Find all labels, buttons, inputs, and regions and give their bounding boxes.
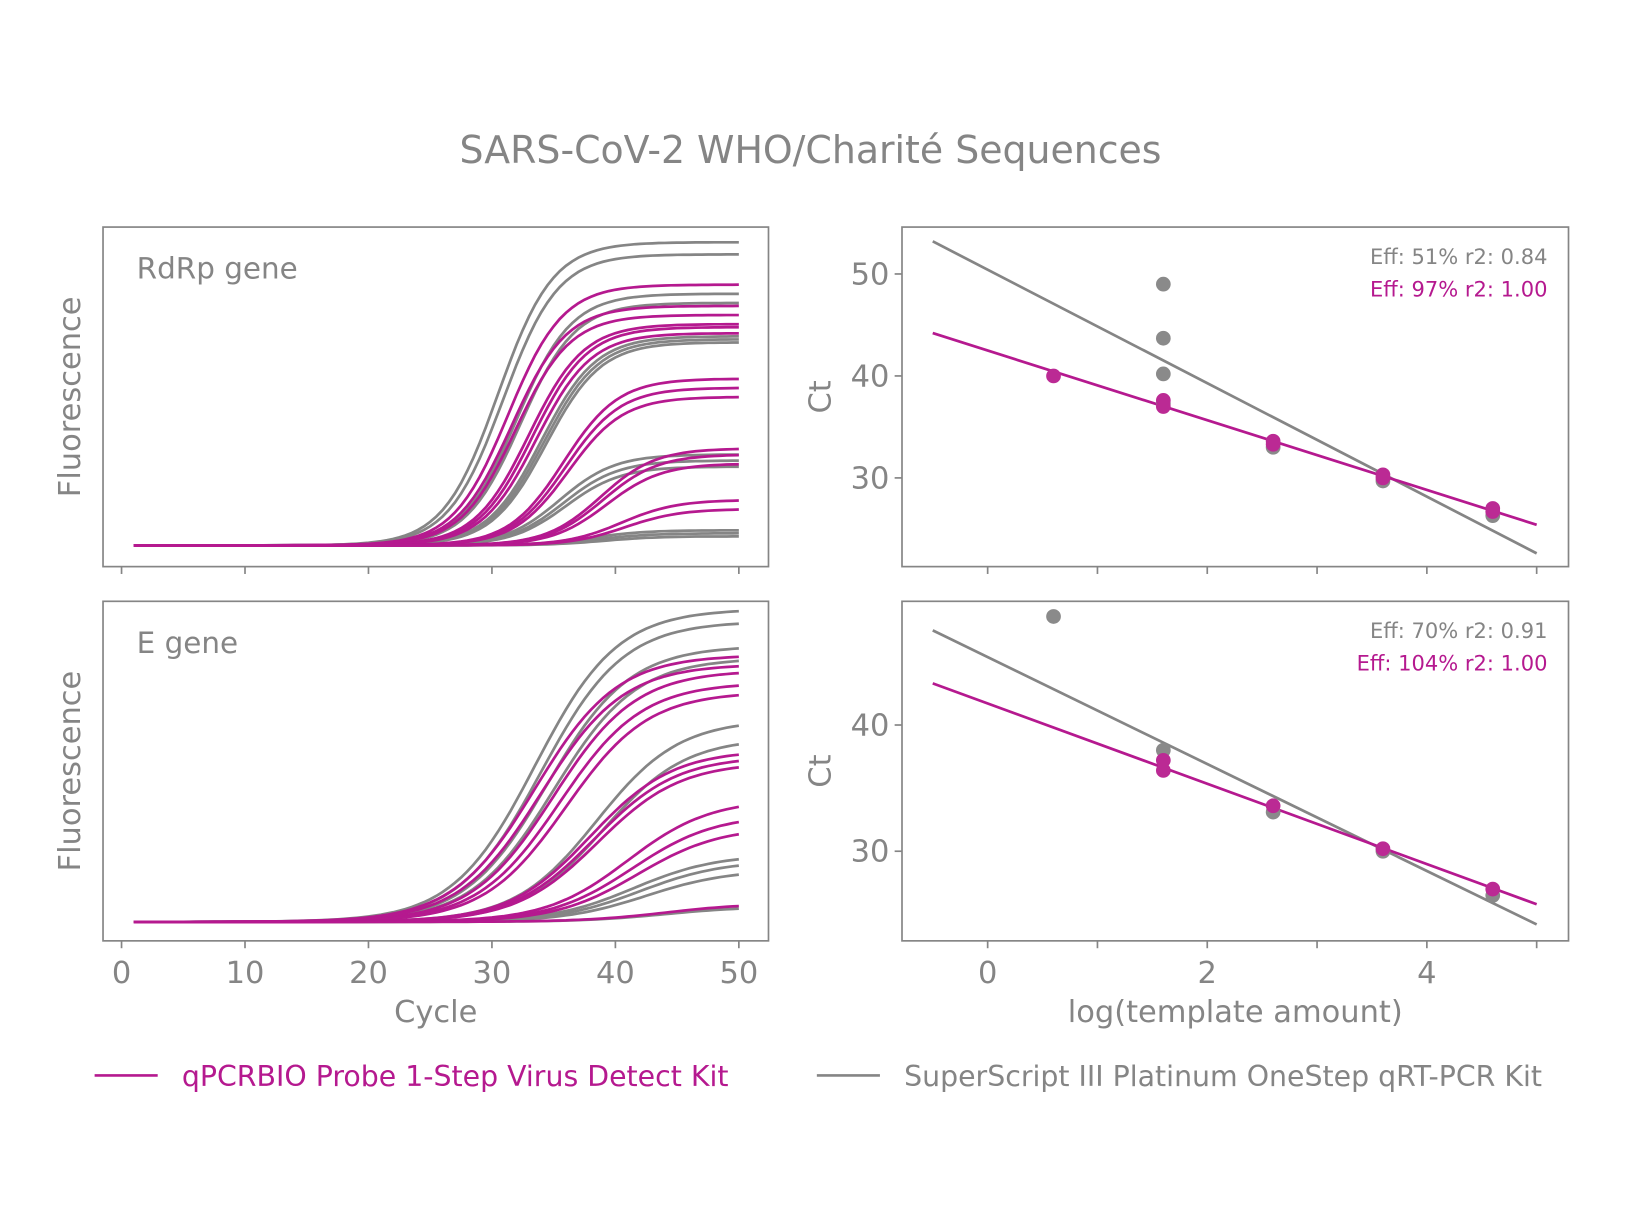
panel-3: Eff: 70% r2: 0.91 Eff: 104% r2: 1.00 0 2 4 30… bbox=[804, 600, 1570, 1030]
y-axis-label: Fluorescence bbox=[53, 296, 88, 497]
data-point-qpcrbio bbox=[1265, 798, 1281, 814]
chart-title: SARS-CoV-2 WHO/Charité Sequences bbox=[460, 128, 1162, 172]
data-point-qpcrbio bbox=[1485, 881, 1501, 897]
plot-area bbox=[133, 240, 739, 547]
y-tick-label: 30 bbox=[851, 461, 890, 496]
data-point-qpcrbio bbox=[1375, 841, 1391, 857]
x-tick-label: 10 bbox=[226, 956, 265, 991]
amplification-curve-superscript bbox=[133, 724, 740, 924]
amplification-curve-qpcrbio bbox=[133, 684, 739, 924]
amplification-curve-superscript bbox=[133, 240, 739, 547]
x-tick-label: 50 bbox=[719, 956, 758, 991]
legend-label-qpcrbio: qPCRBIO Probe 1-Step Virus Detect Kit bbox=[182, 1060, 729, 1093]
amplification-curve-qpcrbio bbox=[133, 283, 739, 547]
efficiency-annotation-qpcrbio: Eff: 97% r2: 1.00 bbox=[1370, 276, 1547, 301]
fit-line-superscript bbox=[932, 629, 1538, 926]
panel-2: E gene 0 10 20 30 40 50 Cycle Fluorescence bbox=[53, 600, 770, 1030]
efficiency-annotation-superscript: Eff: 70% r2: 0.91 bbox=[1370, 618, 1547, 643]
efficiency-annotation-superscript: Eff: 51% r2: 0.84 bbox=[1370, 244, 1547, 269]
amplification-curve-qpcrbio bbox=[133, 304, 739, 547]
amplification-curve-qpcrbio bbox=[133, 904, 739, 924]
axes-frame bbox=[102, 600, 770, 942]
data-point-superscript bbox=[1155, 330, 1171, 346]
panel-0: RdRp gene Fluorescence bbox=[53, 226, 770, 574]
data-point-superscript bbox=[1046, 609, 1061, 624]
x-tick-label: 30 bbox=[473, 956, 512, 991]
x-tick-label: 2 bbox=[1198, 956, 1217, 991]
x-tick-label: 0 bbox=[112, 956, 131, 991]
x-tick-label: 20 bbox=[349, 956, 388, 991]
y-tick-label: 40 bbox=[851, 359, 890, 394]
data-point-qpcrbio bbox=[1155, 399, 1171, 414]
axes-frame bbox=[102, 226, 770, 568]
amplification-curve-superscript bbox=[133, 335, 739, 547]
amplification-curve-superscript bbox=[133, 338, 739, 547]
y-tick-label: 50 bbox=[851, 257, 890, 292]
axes-frame bbox=[901, 600, 1570, 942]
fit-line-superscript bbox=[932, 240, 1538, 555]
x-tick-label: 4 bbox=[1417, 956, 1436, 991]
data-point-superscript bbox=[1155, 366, 1171, 382]
axes-frame bbox=[901, 226, 1570, 568]
data-point-qpcrbio bbox=[1046, 368, 1061, 384]
amplification-curve-qpcrbio bbox=[133, 313, 739, 547]
panel-label: E gene bbox=[137, 626, 238, 660]
x-tick-label: 0 bbox=[978, 956, 997, 991]
y-axis-label: Ct bbox=[804, 380, 839, 413]
panel-1: Eff: 51% r2: 0.84 Eff: 97% r2: 1.00 30 40 50… bbox=[804, 226, 1570, 574]
legend: qPCRBIO Probe 1-Step Virus Detect Kit Su… bbox=[94, 1060, 1542, 1093]
x-axis-label: Cycle bbox=[394, 995, 477, 1030]
legend-label-superscript: SuperScript III Platinum OneStep qRT-PCR… bbox=[904, 1060, 1542, 1093]
data-point-qpcrbio bbox=[1375, 470, 1391, 486]
plot-area bbox=[932, 240, 1538, 555]
data-point-superscript bbox=[1155, 276, 1171, 292]
y-axis-label: Ct bbox=[804, 754, 839, 787]
data-point-qpcrbio bbox=[1155, 752, 1171, 768]
amplification-curve-qpcrbio bbox=[133, 508, 739, 547]
data-point-superscript bbox=[1155, 742, 1171, 758]
fit-line-qpcrbio bbox=[932, 331, 1538, 527]
data-point-qpcrbio bbox=[1155, 763, 1171, 778]
data-point-qpcrbio bbox=[1265, 436, 1281, 452]
plot-area bbox=[932, 609, 1538, 926]
data-point-qpcrbio bbox=[1485, 504, 1501, 519]
efficiency-annotation-qpcrbio: Eff: 104% r2: 1.00 bbox=[1357, 651, 1548, 676]
y-tick-label: 30 bbox=[851, 835, 890, 870]
plot-area bbox=[133, 609, 740, 924]
panel-label: RdRp gene bbox=[137, 252, 298, 286]
x-axis-label: log(template amount) bbox=[1068, 995, 1403, 1030]
x-tick-label: 40 bbox=[596, 956, 635, 991]
y-axis-label: Fluorescence bbox=[53, 671, 88, 872]
fit-line-qpcrbio bbox=[932, 682, 1538, 906]
y-tick-label: 40 bbox=[851, 709, 890, 744]
amplification-curve-superscript bbox=[133, 253, 739, 547]
